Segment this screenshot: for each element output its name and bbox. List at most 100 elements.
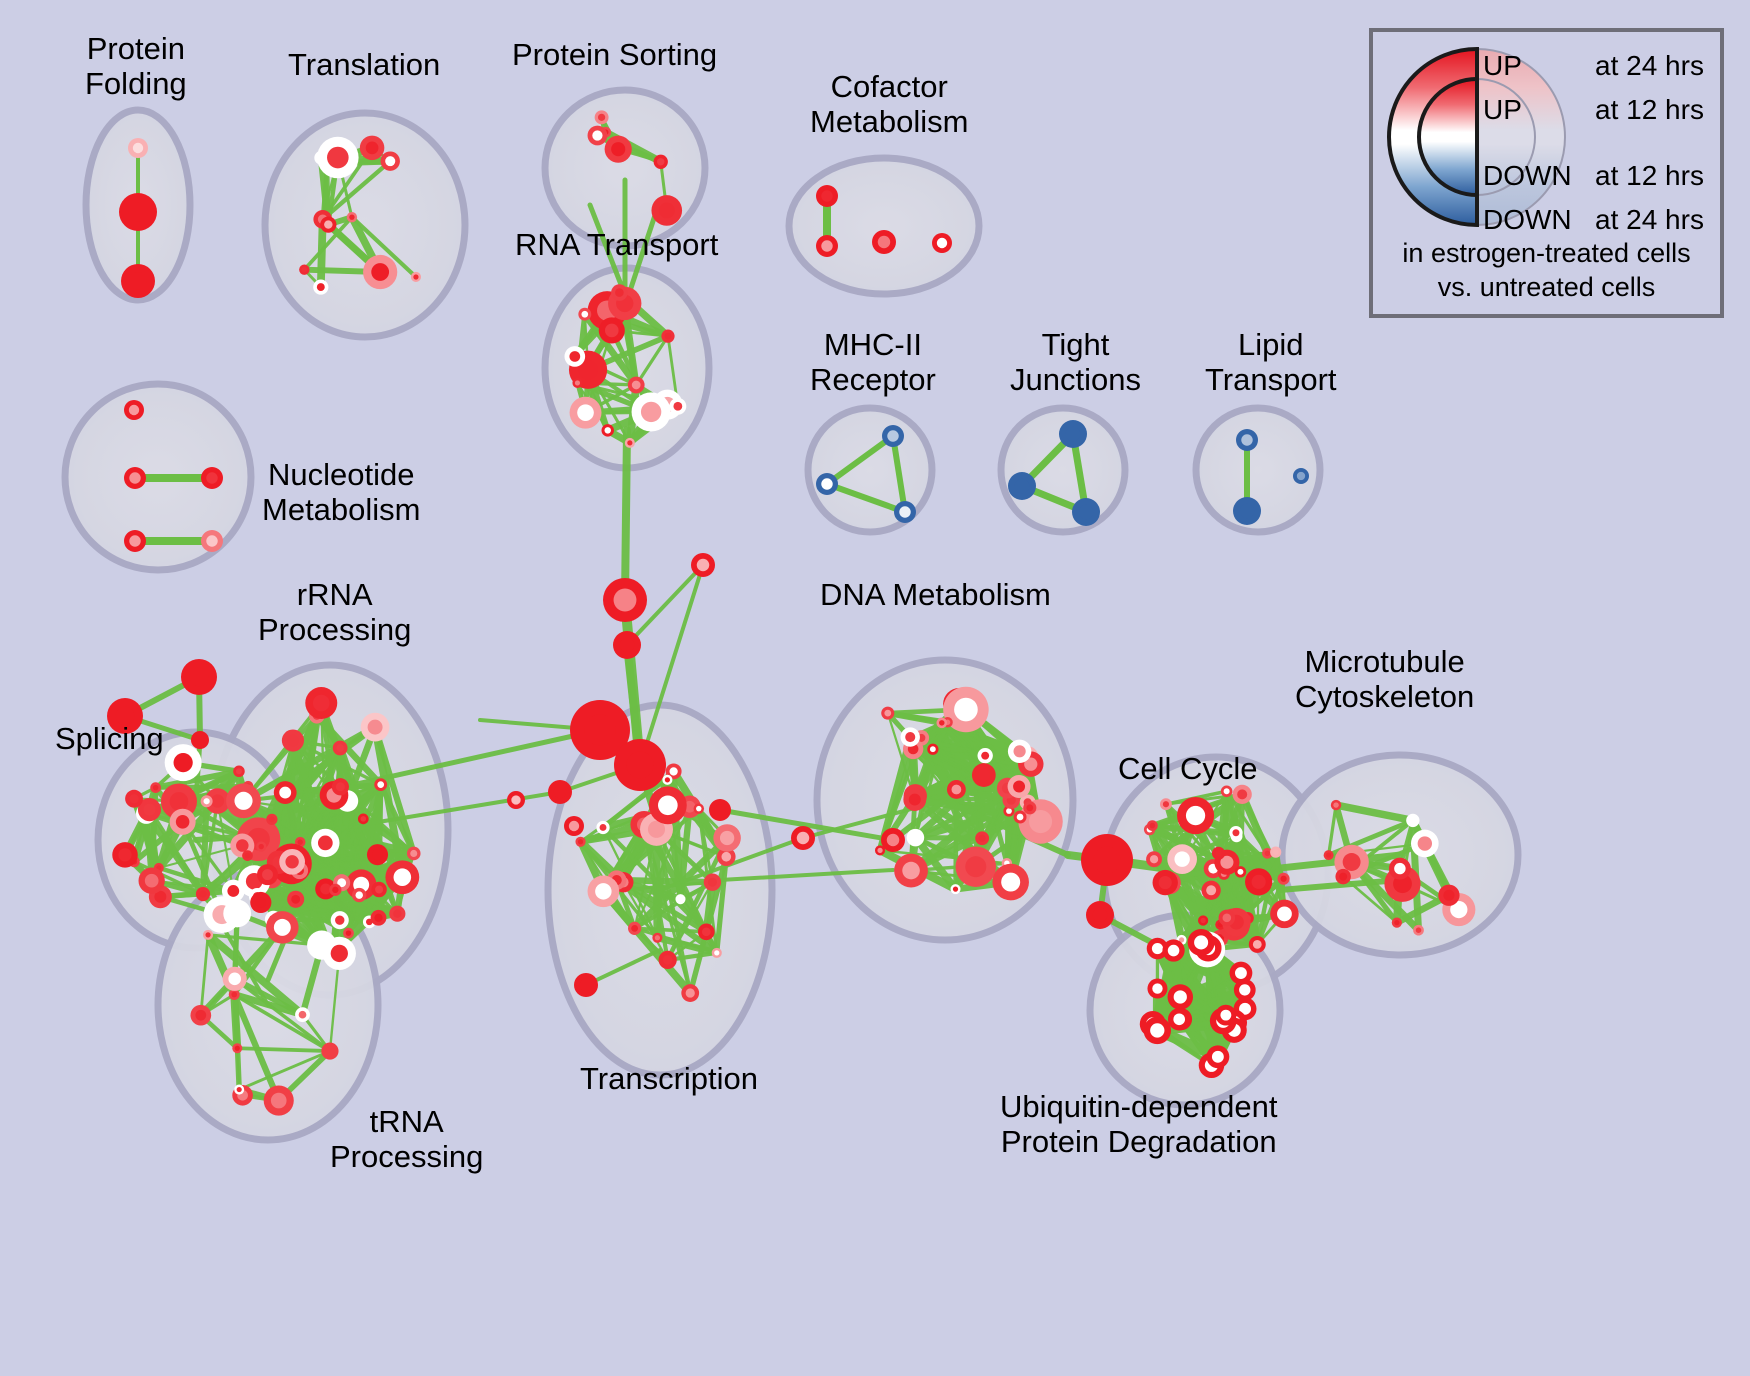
network-edge — [584, 948, 662, 987]
network-edge — [302, 215, 354, 272]
hub-node — [574, 973, 598, 997]
cluster-label-mhc-ii-receptor: MHC-II Receptor — [810, 327, 936, 397]
cluster-label-dna-metabolism: DNA Metabolism — [820, 577, 1051, 612]
gene-node — [587, 875, 620, 908]
gene-node — [281, 729, 305, 752]
gene-node — [627, 376, 645, 394]
gene-node — [1232, 784, 1252, 805]
network-edge — [1212, 851, 1404, 879]
gene-node — [936, 717, 948, 729]
network-edge — [581, 310, 640, 389]
gene-node — [1262, 847, 1273, 859]
gene-node — [604, 135, 632, 163]
network-edge — [620, 879, 709, 935]
gene-node — [1007, 774, 1031, 798]
hub-node — [614, 739, 666, 791]
network-edge — [890, 433, 908, 515]
gene-node — [1167, 844, 1197, 874]
gene-node — [201, 467, 223, 489]
gene-node — [594, 110, 609, 125]
gene-node — [201, 530, 223, 552]
gene-node — [1406, 813, 1420, 828]
gene-node — [611, 284, 628, 301]
gene-node — [389, 905, 406, 922]
network-edge — [824, 433, 896, 487]
gene-node — [256, 841, 267, 852]
gene-node — [894, 501, 916, 523]
gene-node — [1197, 915, 1209, 926]
gene-node — [359, 135, 385, 161]
network-edge — [622, 881, 669, 962]
gene-node — [360, 712, 390, 742]
gene-node — [370, 909, 387, 926]
gene-node — [648, 786, 687, 825]
gene-node — [1413, 924, 1424, 936]
gene-node — [313, 279, 329, 295]
gene-node — [232, 1043, 243, 1054]
hub-node — [691, 553, 715, 577]
gene-node — [927, 743, 939, 755]
hub-node — [507, 791, 525, 809]
gene-node — [1146, 937, 1169, 960]
network-edge — [942, 797, 1071, 858]
legend-time-3: at 24 hrs — [1595, 204, 1704, 235]
gene-node — [222, 966, 247, 991]
gene-node — [233, 765, 245, 778]
network-edge — [714, 854, 729, 956]
gene-node — [112, 842, 138, 868]
network-edge — [1326, 803, 1338, 857]
network-edge — [625, 563, 705, 647]
gene-node — [1388, 857, 1411, 880]
gene-node — [346, 211, 358, 223]
cluster-label-cofactor-metabolism: Cofactor Metabolism — [810, 69, 969, 139]
network-edge — [911, 833, 960, 893]
legend-time-0: at 24 hrs — [1595, 50, 1704, 81]
network-edge — [824, 481, 908, 515]
gene-node — [1059, 420, 1087, 448]
cluster-label-nucleotide-metabolism: Nucleotide Metabolism — [262, 457, 421, 527]
gene-node — [1201, 880, 1221, 900]
cluster-label-lipid-transport: Lipid Transport — [1205, 327, 1337, 397]
network-edge — [371, 724, 417, 857]
gene-node — [363, 254, 398, 290]
gene-node — [1023, 801, 1037, 815]
network-edge — [908, 735, 1021, 788]
gene-node — [1270, 846, 1282, 858]
network-edge — [587, 202, 630, 303]
network-edge — [327, 727, 603, 793]
gene-node — [943, 686, 989, 733]
cluster-label-translation: Translation — [288, 47, 441, 82]
network-edge — [886, 712, 916, 801]
gene-node — [317, 136, 359, 179]
gene-node — [330, 911, 349, 930]
gene-node — [564, 346, 586, 367]
gene-node — [1438, 884, 1460, 906]
gene-node — [572, 377, 583, 388]
hub-node — [603, 578, 647, 622]
gene-node — [881, 706, 895, 720]
gene-node — [578, 307, 592, 321]
gene-node — [716, 847, 736, 867]
gene-node — [1167, 1008, 1191, 1031]
cluster-label-splicing: Splicing — [55, 721, 164, 756]
gene-node — [124, 400, 144, 420]
network-edge — [884, 710, 945, 726]
gene-node — [352, 887, 367, 903]
network-edge — [235, 1046, 332, 1053]
gene-node — [374, 778, 388, 792]
network-edge — [613, 876, 720, 956]
gene-node — [1248, 935, 1266, 953]
gene-node — [371, 881, 387, 898]
network-edge — [1215, 788, 1230, 857]
gene-node — [669, 397, 687, 415]
gene-node — [932, 233, 952, 253]
gene-node — [125, 789, 143, 808]
gene-node — [713, 824, 741, 852]
gene-node — [305, 687, 338, 720]
network-edge — [1225, 789, 1286, 881]
gene-node — [1270, 899, 1299, 929]
network-edge — [232, 977, 332, 1053]
cluster-label-protein-sorting: Protein Sorting — [512, 37, 718, 72]
hub-node — [570, 700, 630, 760]
